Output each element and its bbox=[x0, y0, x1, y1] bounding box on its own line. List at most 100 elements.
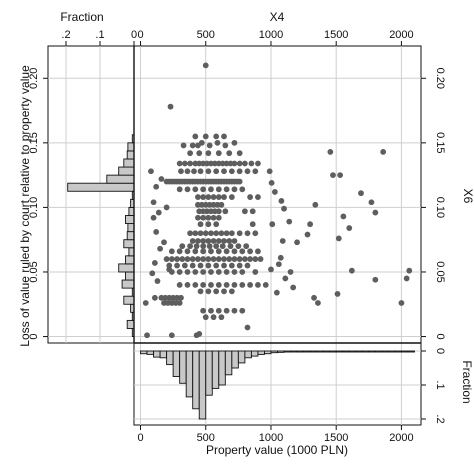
scatter-point bbox=[277, 254, 284, 261]
scatter-point bbox=[281, 205, 287, 212]
scatter-point bbox=[189, 142, 196, 149]
bottom-histogram-bar bbox=[172, 350, 181, 377]
scatter-point bbox=[192, 230, 199, 237]
scatter-point bbox=[231, 248, 238, 255]
scatter-point bbox=[255, 248, 261, 255]
scatter-point bbox=[213, 221, 220, 228]
scatter-point bbox=[223, 248, 230, 255]
scatter-point bbox=[202, 62, 209, 69]
left-axis-tick-label: 0.15 bbox=[28, 132, 40, 153]
scatter-point bbox=[228, 230, 235, 237]
scatter-point bbox=[244, 262, 251, 269]
scatter-point bbox=[252, 269, 259, 275]
left-histogram-bar bbox=[125, 271, 135, 281]
top-axis-ticks: 0 500 1000 1500 2000 bbox=[137, 29, 414, 46]
bottom-histogram-bar bbox=[224, 350, 233, 376]
scatter-point bbox=[184, 269, 191, 275]
scatter-point bbox=[235, 243, 242, 250]
bottom-axis-ticks: 0 500 1000 1500 2000 bbox=[137, 425, 414, 444]
scatter-point bbox=[200, 248, 207, 255]
scatter-point bbox=[181, 160, 188, 167]
scatter-point bbox=[312, 201, 319, 208]
top-axis-tick-label: 0 bbox=[137, 29, 143, 41]
scatter-point bbox=[208, 230, 214, 237]
scatter-point bbox=[150, 199, 157, 206]
bottom-axis-tick-label: 1500 bbox=[324, 432, 348, 444]
scatter-point bbox=[330, 172, 336, 179]
bottom-histogram-bars bbox=[140, 350, 415, 420]
scatter-point bbox=[227, 243, 234, 250]
scatter-point bbox=[205, 288, 212, 295]
scatter-point bbox=[192, 281, 199, 288]
scatter-point bbox=[142, 300, 149, 306]
scatter-point bbox=[269, 221, 276, 228]
bottom-histogram-bar bbox=[211, 350, 220, 389]
bottom-histogram-bar bbox=[355, 350, 363, 353]
scatter-point bbox=[198, 139, 205, 146]
scatter-point bbox=[275, 261, 282, 268]
scatter-point bbox=[403, 275, 410, 282]
scatter-point bbox=[368, 199, 375, 206]
right-axis-tick-label: 0.15 bbox=[434, 132, 446, 153]
bottom-histogram-bar bbox=[342, 350, 350, 353]
scatter-point bbox=[210, 238, 217, 244]
scatter-point bbox=[228, 168, 235, 175]
scatter-point bbox=[163, 204, 170, 211]
scatter-point bbox=[215, 150, 222, 157]
scatter-point bbox=[197, 221, 204, 228]
scatter-point bbox=[268, 179, 275, 186]
scatter-point bbox=[176, 160, 183, 167]
scatter-point bbox=[239, 307, 246, 314]
right-axis-tick-label: 0.10 bbox=[434, 197, 446, 218]
scatter-point bbox=[215, 269, 222, 275]
scatter-point bbox=[215, 307, 222, 314]
scatter-point bbox=[187, 160, 193, 167]
scatter-point bbox=[221, 168, 227, 175]
scatter-point bbox=[208, 269, 214, 275]
scatter-point bbox=[335, 235, 342, 242]
scatter-point bbox=[406, 267, 413, 274]
scatter-point bbox=[268, 266, 274, 273]
scatter-point bbox=[202, 133, 209, 140]
scatter-point bbox=[252, 230, 259, 237]
bottom-histogram-bar bbox=[270, 350, 278, 354]
scatter-point bbox=[380, 148, 387, 155]
scatter-point bbox=[197, 230, 204, 237]
scatter-point bbox=[236, 178, 243, 185]
scatter-point bbox=[271, 189, 278, 195]
right-axis-tick-label: 0.20 bbox=[434, 68, 446, 89]
scatter-point bbox=[197, 288, 204, 295]
bottom-histogram-bar bbox=[250, 350, 259, 357]
bottom-histogram-bar bbox=[374, 350, 383, 353]
scatter-point bbox=[348, 267, 355, 274]
scatter-point bbox=[157, 245, 163, 252]
scatter-point bbox=[255, 160, 261, 167]
scatter-point bbox=[200, 186, 207, 193]
scatter-point bbox=[200, 238, 207, 244]
left-histogram-tick-label: .1 bbox=[95, 29, 104, 41]
scatter-point bbox=[340, 213, 347, 220]
scatter-point bbox=[192, 269, 199, 275]
scatter-point bbox=[239, 269, 246, 275]
bottom-axis-tick-label: 0 bbox=[137, 432, 143, 444]
right-axis-tick-label: 0.05 bbox=[434, 261, 446, 282]
scatter-point bbox=[189, 256, 196, 262]
scatter-point bbox=[244, 230, 251, 237]
scatter-point bbox=[192, 248, 199, 255]
scatter-point bbox=[155, 209, 162, 216]
scatter-point bbox=[241, 160, 248, 167]
left-histogram-bar bbox=[128, 247, 135, 257]
scatter-point bbox=[223, 186, 230, 193]
bottom-axis-tick-label: 1000 bbox=[259, 432, 283, 444]
bottom-histogram-bar bbox=[218, 350, 226, 386]
scatter-point bbox=[231, 281, 238, 288]
scatter-point bbox=[219, 243, 226, 250]
left-axis-ticks: 0 0.05 0.10 0.15 0.20 bbox=[28, 68, 48, 340]
scatter-point bbox=[223, 307, 230, 314]
bottom-histogram-bar bbox=[316, 350, 324, 353]
left-axis-tick-label: 0.20 bbox=[28, 68, 40, 89]
scatter-point bbox=[205, 256, 212, 262]
left-histogram-bar bbox=[128, 206, 135, 216]
bottom-histogram-bar bbox=[159, 350, 168, 359]
